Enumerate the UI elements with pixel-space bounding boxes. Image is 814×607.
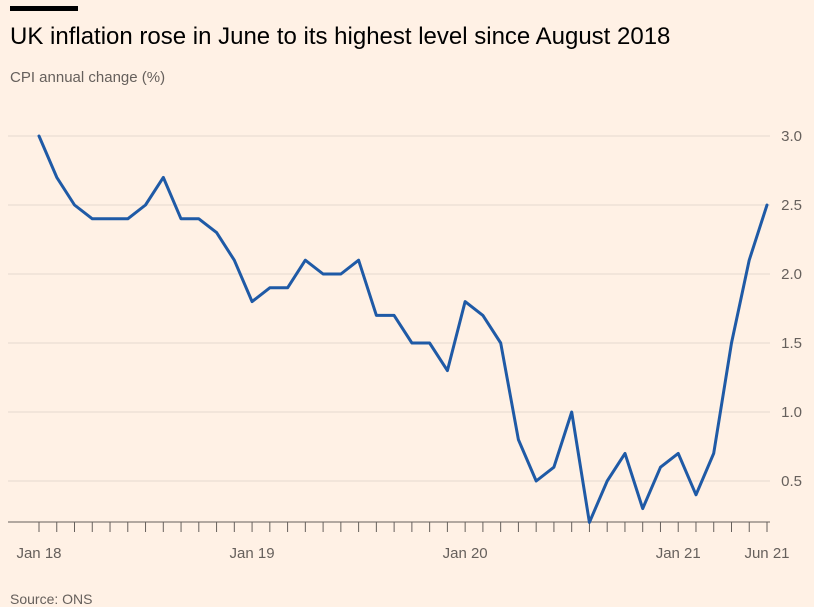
data-point <box>517 438 520 441</box>
data-point <box>623 452 626 455</box>
line-chart: 0.51.01.52.02.53.0 Jan 18 Jan 19 Jan 20 Jan… <box>8 128 802 562</box>
x-tick-label: Jan 21 <box>656 545 701 562</box>
cpi-series-line <box>37 134 769 524</box>
data-point <box>339 273 342 275</box>
gridlines <box>8 135 770 482</box>
data-point <box>570 411 573 413</box>
data-point <box>730 342 733 344</box>
data-point <box>552 466 555 469</box>
y-axis-labels: 0.5 1.0 1.5 2.0 2.5 3.0 <box>781 128 802 490</box>
data-point <box>588 521 591 524</box>
data-point <box>712 452 715 455</box>
data-point <box>357 259 360 262</box>
x-tick-label: Jan 18 <box>16 545 61 562</box>
x-tick-label: Jun 21 <box>744 545 789 562</box>
data-point <box>91 217 94 220</box>
chart-subtitle: CPI annual change (%) <box>10 69 166 86</box>
y-tick-label: 3.0 <box>781 128 802 145</box>
data-point <box>144 204 147 206</box>
chart-title: UK inflation rose in June to its highest… <box>10 23 671 50</box>
data-point <box>766 204 768 206</box>
data-point <box>109 217 112 220</box>
series-layer <box>37 134 769 524</box>
data-point <box>126 217 129 220</box>
y-tick-label: 2.5 <box>781 197 802 214</box>
data-point <box>641 507 644 510</box>
data-point <box>659 466 662 469</box>
data-point <box>38 135 40 137</box>
x-tick-label: Jan 19 <box>230 545 275 562</box>
data-point <box>393 314 396 317</box>
x-axis <box>8 521 770 532</box>
data-point <box>304 259 307 262</box>
data-point <box>375 314 378 317</box>
data-point <box>286 286 289 289</box>
y-tick-label: 1.0 <box>781 404 802 421</box>
data-point <box>268 286 271 289</box>
data-point <box>446 369 449 372</box>
source-note: Source: ONS <box>10 591 93 607</box>
x-tick-label: Jan 20 <box>443 545 488 562</box>
data-point <box>215 231 218 234</box>
data-point <box>233 259 236 262</box>
data-point <box>535 480 538 482</box>
data-point <box>694 493 697 496</box>
data-point <box>162 176 165 179</box>
x-axis-labels: Jan 18 Jan 19 Jan 20 Jan 21 Jun 21 <box>16 545 789 562</box>
data-point <box>481 314 484 317</box>
y-tick-label: 0.5 <box>781 473 802 490</box>
data-point <box>73 204 76 206</box>
data-point <box>748 259 751 262</box>
data-point <box>499 342 502 344</box>
data-point <box>410 342 413 344</box>
y-tick-label: 1.5 <box>781 335 802 352</box>
data-point <box>197 217 200 220</box>
data-point <box>55 176 58 179</box>
header-accent-bar <box>10 6 78 11</box>
data-point <box>251 300 254 303</box>
data-point <box>677 452 680 455</box>
y-tick-label: 2.0 <box>781 266 802 283</box>
data-point <box>606 480 609 482</box>
data-point <box>322 273 325 275</box>
data-point <box>180 217 183 220</box>
data-point <box>428 342 431 344</box>
data-point <box>464 300 467 303</box>
